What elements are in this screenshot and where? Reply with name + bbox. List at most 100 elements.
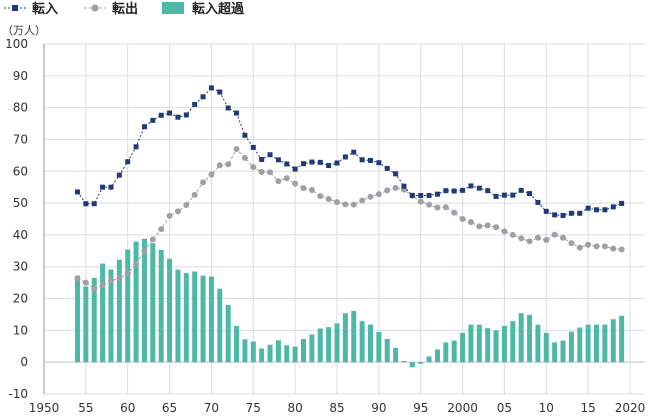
bar-net-inflow [250, 341, 256, 363]
point-outflow [342, 201, 349, 208]
point-inflow [393, 171, 399, 177]
bar-net-inflow [150, 243, 156, 363]
point-outflow [618, 246, 625, 253]
point-outflow [576, 244, 583, 251]
point-outflow [417, 198, 424, 205]
legend-label-net: 転入超過 [192, 1, 245, 17]
point-inflow [125, 159, 131, 165]
point-inflow [460, 187, 466, 193]
point-inflow [250, 144, 256, 150]
point-outflow [149, 236, 156, 243]
point-outflow [375, 191, 382, 198]
point-inflow [501, 192, 507, 198]
point-inflow [292, 166, 298, 172]
y-tick-label: 80 [13, 101, 28, 115]
bar-net-inflow [83, 286, 89, 363]
point-inflow [384, 165, 390, 171]
point-inflow [493, 193, 499, 199]
bar-net-inflow [367, 324, 373, 363]
y-tick-label: 50 [13, 196, 28, 210]
legend-label-inflow: 転入 [32, 1, 58, 17]
point-inflow [342, 154, 348, 160]
point-inflow [83, 201, 89, 207]
bar-net-inflow [342, 313, 348, 363]
point-inflow [476, 185, 482, 191]
bar-net-inflow [100, 263, 106, 363]
point-outflow [183, 202, 190, 208]
point-outflow [534, 234, 541, 241]
bar-net-inflow [619, 315, 625, 363]
legend-item-outflow: 転出 [84, 1, 138, 17]
bar-net-inflow [125, 249, 131, 363]
bar-net-inflow [443, 342, 449, 363]
bar-net-inflow [326, 327, 332, 363]
bar-net-inflow [259, 348, 265, 363]
bar-net-inflow [108, 269, 114, 363]
point-inflow [284, 161, 290, 167]
bar-net-inflow [610, 319, 616, 363]
point-inflow [259, 157, 265, 162]
point-inflow [200, 94, 206, 100]
point-outflow [241, 154, 248, 161]
square-marker-icon [12, 5, 18, 11]
point-outflow [99, 281, 106, 288]
point-outflow [292, 180, 299, 187]
x-tick-label: 05 [497, 401, 512, 415]
point-inflow [141, 124, 147, 130]
point-inflow [208, 85, 214, 91]
point-outflow [560, 234, 567, 241]
point-inflow [326, 163, 332, 169]
bar-net-inflow [317, 328, 323, 363]
point-inflow [167, 110, 173, 116]
bar-net-inflow [234, 325, 240, 363]
point-outflow [82, 279, 89, 286]
x-tick-label: 80 [288, 401, 303, 415]
y-tick-label: 70 [13, 132, 28, 146]
bar-net-inflow [393, 347, 399, 363]
point-inflow [175, 114, 181, 120]
point-outflow [250, 164, 257, 171]
point-outflow [233, 146, 240, 152]
bar-net-inflow [560, 340, 566, 363]
bar-net-inflow [476, 324, 482, 363]
point-inflow [409, 192, 415, 198]
point-outflow [141, 247, 148, 254]
point-outflow [493, 224, 500, 231]
point-inflow [334, 160, 340, 166]
y-tick-label: 0 [20, 355, 28, 369]
x-tick-label: 85 [329, 401, 344, 415]
point-outflow [191, 191, 198, 198]
bar-net-inflow [133, 241, 139, 363]
point-inflow [91, 201, 97, 207]
point-outflow [543, 237, 550, 243]
bar-net-inflow [309, 334, 315, 363]
y-tick-label: 30 [13, 260, 28, 274]
point-outflow [107, 277, 114, 284]
bar-net-inflow [409, 362, 415, 368]
bar-net-inflow [192, 271, 198, 363]
point-outflow [166, 212, 173, 219]
point-outflow [300, 185, 307, 192]
point-inflow [426, 192, 432, 198]
bar-net-inflow [527, 314, 533, 363]
point-inflow [560, 213, 566, 218]
point-outflow [459, 216, 466, 222]
point-outflow [216, 162, 223, 169]
x-tick-label: 2020 [615, 401, 646, 415]
bars-net-inflow [74, 238, 625, 368]
bar-net-inflow [301, 338, 307, 363]
x-tick-label: 1950 [29, 401, 60, 415]
point-inflow [535, 199, 541, 205]
point-outflow [585, 241, 592, 248]
point-inflow [234, 110, 240, 116]
bar-net-inflow [275, 340, 281, 363]
point-outflow [434, 204, 441, 211]
point-inflow [443, 188, 449, 194]
point-inflow [485, 188, 491, 194]
point-outflow [133, 261, 140, 268]
x-tick-label: 60 [120, 401, 135, 415]
bar-net-inflow [434, 349, 440, 363]
point-outflow [359, 197, 366, 204]
series-lines [74, 85, 625, 292]
point-inflow [158, 112, 164, 118]
